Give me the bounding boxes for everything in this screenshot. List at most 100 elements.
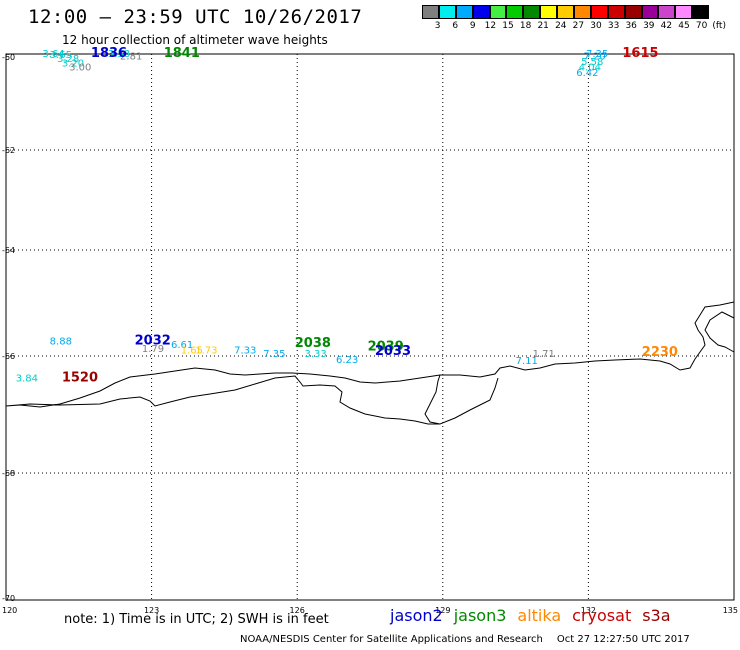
legend-label: 18 [519, 21, 532, 31]
wave-height-label: 7.20 [584, 51, 606, 62]
legend-swatch [438, 5, 456, 19]
legend-swatch [658, 5, 676, 19]
wave-height-label: 3.20 [62, 58, 84, 69]
wave-height-label: 3.64 [42, 49, 64, 60]
pass-time-label: 1520 [62, 371, 98, 386]
footer-credit-row: NOAA/NESDIS Center for Satellite Applica… [240, 634, 690, 645]
footer-credit: NOAA/NESDIS Center for Satellite Applica… [240, 634, 543, 645]
legend-label: 30 [590, 21, 602, 31]
y-tick-label: -60 [2, 53, 15, 62]
wave-height-label: 3.58 [108, 49, 130, 60]
wave-height-label: 2.81 [120, 51, 142, 62]
y-tick-label: -66 [2, 352, 15, 361]
y-tick-label: -62 [2, 146, 15, 155]
legend-label: 12 [484, 21, 497, 31]
wave-height-label: 1.73 [195, 345, 217, 356]
legend-label: 33 [607, 21, 620, 31]
axis-tick-labels: 120 123 126 129 132 135 -60 -62 -64 -66 -68 -70 [2, 53, 738, 615]
legend-label: 45 [678, 21, 690, 31]
legend-swatch [607, 5, 625, 19]
satellite-key-cryosat: cryosat [572, 606, 632, 625]
footer-note: note: 1) Time is in UTC; 2) SWH is in fe… [64, 612, 329, 627]
wave-height-label: 1.79 [142, 344, 164, 355]
satellite-key-jason2: jason2 [390, 606, 443, 625]
legend-swatch [422, 5, 439, 19]
legend-label: 39 [643, 21, 655, 31]
wave-height-label: 3.84 [16, 374, 38, 385]
wave-height-label: 5.58 [581, 57, 603, 68]
satellite-key-jason3: jason3 [453, 606, 507, 625]
wave-height-label: 8.88 [50, 336, 72, 347]
wave-height-label: 3.00 [69, 62, 91, 73]
x-tick-label: 120 [2, 606, 17, 615]
pass-time-label: 2033 [375, 344, 411, 359]
antarctic-coastline [5, 301, 735, 425]
legend-swatch [489, 5, 507, 19]
legend-swatch [472, 5, 490, 19]
legend-swatch [540, 5, 558, 19]
legend-label: 9 [469, 21, 476, 31]
x-tick-label: 132 [581, 606, 596, 615]
legend-swatch [523, 5, 541, 19]
y-tick-label: -64 [2, 246, 15, 255]
legend-swatch [590, 5, 608, 19]
wave-height-label: 3.28 [57, 54, 79, 65]
legend-label: 24 [555, 21, 567, 31]
footer-timestamp: Oct 27 12:27:50 UTC 2017 [556, 634, 690, 645]
wave-height-label: 3.65 [50, 50, 72, 61]
color-scale-legend [422, 5, 710, 19]
satellite-key: jason2 jason3 altika cryosat s3a [390, 606, 671, 625]
wave-height-label: 7.35 [263, 349, 285, 360]
wave-height-label: 1.65 [181, 345, 203, 356]
legend-swatch [455, 5, 473, 19]
legend-label: 36 [625, 21, 637, 31]
legend-label: 6 [452, 21, 459, 31]
legend-swatch [574, 5, 591, 19]
x-tick-label: 135 [723, 606, 738, 615]
wave-height-label: 7.11 [516, 356, 538, 367]
page-subtitle: 12 hour collection of altimeter wave hei… [62, 33, 328, 47]
satellite-key-altika: altika [517, 606, 562, 625]
legend-swatch [624, 5, 642, 19]
y-tick-label: -68 [2, 469, 15, 478]
wave-height-label: 6.42 [576, 68, 598, 79]
wave-height-label: 7.35 [586, 49, 608, 60]
x-tick-label: 123 [144, 606, 159, 615]
legend-swatch [557, 5, 575, 19]
legend-label: 15 [502, 21, 514, 31]
map-frame [5, 53, 735, 601]
page-title: 12:00 – 23:59 UTC 10/26/2017 [28, 6, 363, 28]
pass-time-label: 2039 [368, 340, 404, 355]
legend-label: 21 [537, 21, 549, 31]
pass-time-label: 1841 [164, 46, 200, 61]
wave-height-label: 7.33 [234, 345, 256, 356]
wave-height-observations: 3.643.653.283.203.003.582.81 7.357.205.58… [16, 49, 609, 385]
wave-height-label: 6.61 [171, 340, 193, 351]
lat-lon-grid [6, 54, 734, 600]
wave-height-label: 6.23 [336, 355, 358, 366]
legend-label: 27 [572, 21, 585, 31]
legend-swatch [506, 5, 524, 19]
legend-label: 42 [660, 21, 673, 31]
pass-time-label: 2038 [295, 336, 331, 351]
wave-height-label: 4.04 [579, 62, 601, 73]
x-tick-label: 129 [435, 606, 450, 615]
legend-label: 3 [434, 21, 441, 31]
y-tick-label: -70 [2, 594, 15, 603]
legend-label: (ft) [712, 21, 726, 31]
pass-time-label: 1836 [91, 46, 127, 61]
pass-time-label: 2032 [135, 333, 171, 348]
pass-time-label: 1615 [622, 46, 658, 61]
legend-swatch [641, 5, 659, 19]
color-scale-labels: 3 6 9 12 15 18 21 24 27 30 33 36 39 42 45 70 (ft) [422, 21, 740, 33]
x-tick-label: 126 [290, 606, 305, 615]
wave-height-label: 3.33 [304, 349, 326, 360]
legend-swatch [675, 5, 693, 19]
legend-swatch [692, 5, 710, 19]
satellite-key-s3a: s3a [642, 606, 671, 625]
wave-height-label: 1.71 [533, 349, 555, 360]
legend-label: 70 [695, 21, 708, 31]
pass-time-label: 2230 [642, 345, 678, 360]
